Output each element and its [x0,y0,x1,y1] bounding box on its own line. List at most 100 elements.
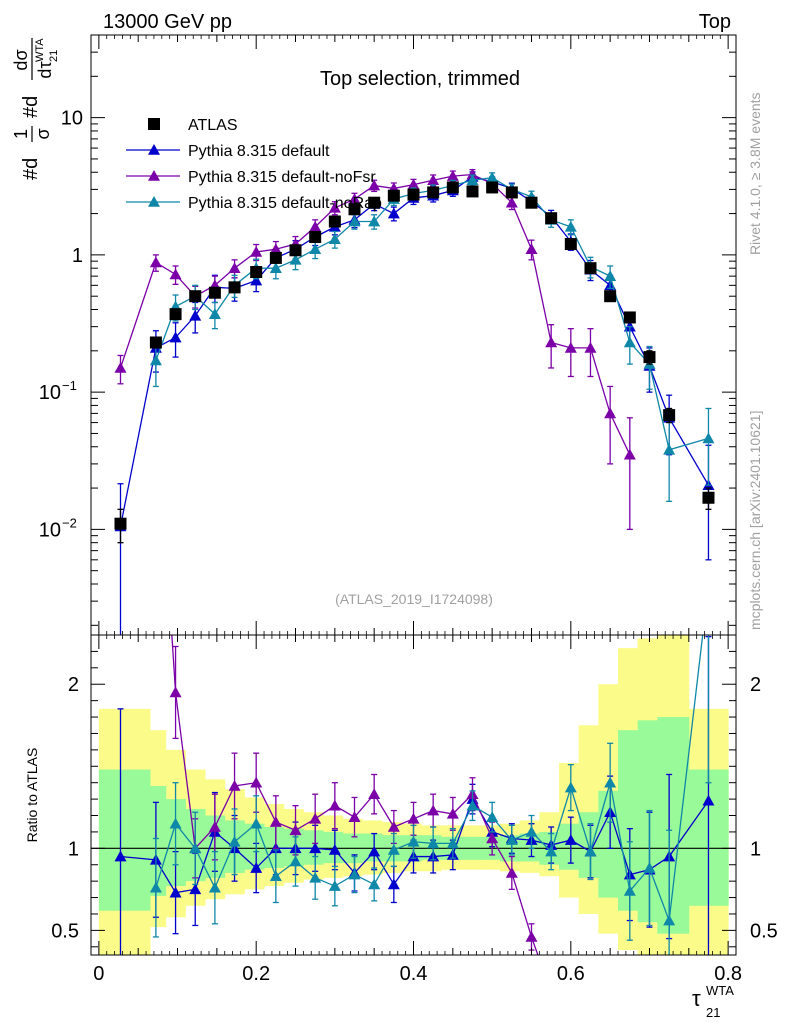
uncertainty-band-green [362,833,383,862]
ratio-series-layer [114,635,715,998]
legend-label: ATLAS [188,117,238,134]
ratio-point [466,799,479,811]
ratio-point [348,811,361,822]
rivet-label: Rivet 4.1.0, ≥ 3.8M events [747,92,763,255]
ratio-y-tick-label: 0.5 [51,920,79,942]
legend-label: Pythia 8.315 default [188,143,330,160]
ratio-point [328,880,341,891]
ratio-point [446,807,459,819]
data-point [446,181,459,194]
data-point [604,290,617,303]
ratio-point [228,835,241,847]
data-point [250,245,263,257]
ylabel-prefix2: #d [20,96,42,118]
ratio-point [584,964,596,975]
data-point [149,336,162,349]
plot-title: Top selection, trimmed [320,68,520,90]
ratio-point [250,776,263,788]
legend-marker [148,196,160,207]
ratio-point [545,845,558,857]
data-point [250,266,263,279]
legend-item: ATLAS [148,117,238,134]
ratio-point [584,845,597,857]
ratio-point [348,868,361,880]
legend: ATLAS Pythia 8.315 default Pythia 8.315 de… [126,117,382,212]
data-point [368,179,381,191]
ratio-point [446,837,459,849]
ratio-point [486,832,499,844]
data-point [486,171,499,183]
ratio-point [505,866,518,878]
data-point [289,253,302,265]
data-point [702,432,715,444]
ratio-point [114,850,127,862]
data-point [486,181,499,194]
uncertainty-band-green [559,823,580,870]
main-y-tick-exponent: −1 [62,378,77,393]
data-point [466,185,479,198]
data-point [623,336,636,348]
ratio-point [189,842,202,854]
ratio-y-tick-label-right: 1 [750,838,761,860]
ratio-point [289,824,302,836]
data-point [663,409,676,422]
ratio-point [623,885,636,896]
ratio-point [702,794,715,806]
main-y-tick-label: 10 [61,108,83,130]
uncertainty-band-green [598,790,619,898]
ratio-point [545,987,557,998]
ylabel-frac1-den: σ [33,128,53,139]
data-point [328,215,341,228]
ratio-point [368,788,381,799]
data-point [564,341,577,353]
ylabel-den-sup: WTA [34,38,46,62]
data-point [189,290,202,303]
x-tick-label: 0.6 [557,963,585,985]
ratio-point [427,804,440,816]
ratio-y-tick-label: 1 [68,838,79,860]
analysis-watermark: (ATLAS_2019_I1724098) [335,591,493,607]
data-point [643,351,656,364]
ratio-point [387,843,400,855]
ratio-point [250,817,263,829]
source-label: mcplots.cern.ch [arXiv:2401.10621] [747,411,763,630]
data-point [623,311,636,324]
ratio-point [189,883,202,895]
energy-label: 13000 GeV pp [103,11,232,33]
ratio-point [407,812,420,824]
ratio-point [387,821,400,832]
ratio-y-tick-label-right: 2 [750,674,761,696]
ratio-point [505,834,518,845]
data-point [584,262,597,275]
data-point [427,174,440,186]
ylabel-prefix: #d [20,158,42,180]
ratio-point [427,837,440,849]
ratio-series-line [171,635,539,955]
ratio-point [208,821,221,832]
ratio-point [564,834,577,845]
series-line [155,177,709,451]
uncertainty-band-green [618,730,639,911]
ratio-point [269,816,282,827]
ratio-y-tick-label-right: 0.5 [750,920,778,942]
legend-label: Pythia 8.315 default-noFsr [188,169,376,186]
legend-label: Pythia 8.315 default-noRap [188,195,382,212]
data-point [584,341,597,353]
data-point [368,196,381,209]
data-point [269,262,282,273]
data-point [702,491,715,504]
ratio-point [663,914,676,926]
main-y-tick-label: 1 [72,245,83,267]
main-y-tick-label: 10 [39,519,61,541]
data-point [446,170,459,181]
main-series-layer [114,168,715,635]
ratio-point [387,878,400,890]
data-point [149,354,162,366]
uncertainty-band-green [98,769,131,911]
data-point [427,186,440,199]
ylabel-num: dσ [11,49,31,70]
ratio-point [604,983,616,994]
ratio-point [486,811,499,822]
series-atlas [114,181,715,544]
data-point [407,188,420,201]
